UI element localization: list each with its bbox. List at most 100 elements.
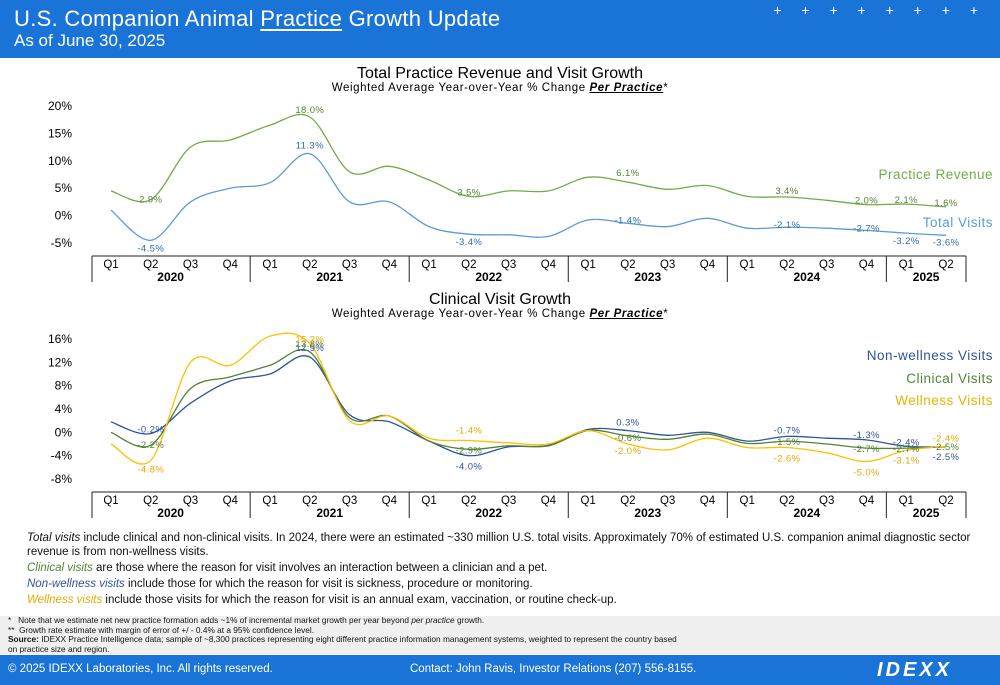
data-label: 3.5% [457,187,480,198]
source-note: Source: IDEXX Practice Intelligence data… [8,634,677,644]
quarter-label: Q4 [541,259,557,271]
data-label: -4.0% [455,462,482,473]
quarter-label: Q2 [461,495,476,507]
data-label: 18.0% [295,105,324,116]
quarter-label: Q4 [223,259,239,271]
quarter-label: Q2 [620,495,635,507]
page-subtitle: As of June 30, 2025 [14,31,166,50]
definitions: Total visits include clinical and non-cl… [27,531,977,609]
chart2-subtitle: Weighted Average Year-over-Year % Change… [331,308,669,320]
contact-info: Contact: John Ravis, Investor Relations … [410,663,697,675]
data-label: -1.5% [774,437,801,448]
year-label: 2025 [913,506,940,520]
data-label: -4.8% [137,464,164,475]
page-title: U.S. Companion Animal Practice Growth Up… [14,6,501,31]
data-label: -0.6% [614,433,641,444]
quarter-label: Q2 [938,495,953,507]
year-label: 2022 [475,270,502,284]
data-label: 0.3% [616,418,639,429]
year-label: 2025 [913,270,940,284]
data-label: 11.3% [296,141,324,152]
data-label: -2.2% [137,440,164,451]
quarter-label: Q3 [819,495,834,507]
data-label: -5.0% [853,468,880,479]
clinical-visit-chart: -8% -4% 0% 4% 8% 12% 16% Q1 Q2 Q3 Q4 Q1 Q2 Q3 Q4 Q1 Q2 Q3… [48,332,993,520]
quarter-label: Q1 [103,495,118,507]
data-label: -1.4% [614,215,641,226]
year-label: 2023 [634,270,661,284]
legend-label: Total Visits [923,215,993,230]
note-wellness: Wellness visits include those visits for… [27,594,617,606]
quarter-label: Q2 [461,259,476,271]
data-label: -2.1% [774,220,801,231]
data-label: -1.3% [853,430,880,441]
series-line-0 [110,113,947,208]
chart2-title: Clinical Visit Growth [429,291,571,308]
plus-decoration: + + + + + + + + [773,2,986,18]
copyright: © 2025 IDEXX Laboratories, Inc. All righ… [8,663,273,675]
chart1-subtitle: Weighted Average Year-over-Year % Change… [331,82,669,94]
y-tick-label: 4% [55,402,73,416]
data-label: -3.6% [933,237,960,248]
data-label: -0.7% [774,425,801,436]
data-label: 13.8% [295,339,324,350]
quarter-label: Q1 [103,259,118,271]
quarter-label: Q3 [819,259,834,271]
data-label: -3.4% [455,237,482,248]
legend-label: Non-wellness Visits [867,348,993,363]
year-label: 2021 [316,506,343,520]
data-label: -4.5% [137,243,164,254]
data-label: 3.4% [775,186,798,197]
header-banner: U.S. Companion Animal Practice Growth Up… [0,0,1000,58]
quarter-label: Q4 [223,495,239,507]
quarter-label: Q1 [421,495,436,507]
data-label: -2.4% [893,437,920,448]
data-label: 2.0% [855,196,878,207]
quarter-label: Q1 [740,495,755,507]
quarter-label: Q1 [580,495,595,507]
data-label: -2.9% [455,445,482,456]
footer-bar: © 2025 IDEXX Laboratories, Inc. All righ… [0,655,1000,685]
data-label: 12.9% [295,343,324,354]
legend-label: Practice Revenue [878,167,993,182]
data-label: 2.1% [895,195,918,206]
quarter-label: Q2 [620,259,635,271]
y-tick-label: 10% [48,154,72,168]
data-label: 15.2% [295,335,324,346]
data-label: -2.5% [933,452,960,463]
quarter-label: Q3 [501,259,516,271]
data-label: 6.1% [616,168,639,179]
footnote-2: ** Growth rate estimate with margin of e… [8,624,315,635]
quarter-label: Q2 [779,495,794,507]
data-label: -2.7% [853,444,880,455]
quarter-label: Q3 [501,495,516,507]
year-label: 2021 [316,270,343,284]
note-nonwellness: Non-wellness visits include those for wh… [27,578,533,590]
data-label: -3.2% [893,236,920,247]
source-note-cont: on practice size and region. [8,643,110,654]
quarter-label: Q2 [938,259,953,271]
quarter-label: Q2 [143,495,158,507]
quarter-label: Q4 [700,495,716,507]
y-tick-label: 15% [48,126,72,140]
quarter-label: Q4 [382,495,398,507]
idexx-logo: IDEXX [876,659,952,681]
chart1-title: Total Practice Revenue and Visit Growth [356,65,644,82]
quarter-label: Q4 [541,495,557,507]
data-label: -3.1% [893,455,920,466]
quarter-label: Q3 [342,495,357,507]
revenue-visit-chart: -5% 0% 5% 10% 15% 20% Q1 Q2 Q3 Q4 Q1 Q2 Q3 Q4 Q1 Q2 Q3 Q4… [48,99,993,284]
fineprint: * Note that we estimate net new practice… [0,615,1000,654]
year-label: 2020 [157,506,184,520]
note-clinical: Clinical visits are those where the reas… [27,562,548,574]
legend-label: Wellness Visits [895,393,993,408]
y-tick-label: -4% [51,449,73,463]
quarter-label: Q4 [859,259,875,271]
series-line-0 [110,355,947,457]
quarter-label: Q4 [382,259,398,271]
data-label: -2.6% [774,454,801,465]
quarter-label: Q1 [262,495,277,507]
note-total: Total visits include clinical and non-cl… [27,532,971,558]
data-label: -2.7% [893,444,920,455]
quarter-label: Q2 [302,259,317,271]
